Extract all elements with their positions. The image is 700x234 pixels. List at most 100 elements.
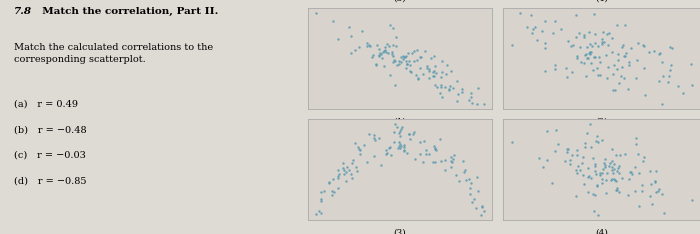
Point bbox=[585, 145, 596, 149]
Point bbox=[408, 130, 419, 134]
Point bbox=[632, 41, 643, 45]
Point bbox=[637, 159, 648, 163]
Point bbox=[608, 177, 620, 181]
Point bbox=[460, 178, 471, 182]
Point bbox=[478, 209, 489, 213]
Point bbox=[389, 59, 400, 63]
Point bbox=[594, 171, 606, 175]
Point bbox=[561, 147, 573, 151]
Point bbox=[547, 182, 558, 185]
Point bbox=[378, 65, 389, 68]
Point bbox=[594, 173, 606, 177]
Point bbox=[591, 172, 602, 176]
Point bbox=[396, 125, 407, 128]
Point bbox=[607, 148, 618, 151]
Point bbox=[463, 98, 475, 102]
Point bbox=[639, 94, 650, 97]
Point bbox=[391, 63, 402, 67]
Text: Match the calculated correlations to the
corresponding scatterplot.: Match the calculated correlations to the… bbox=[14, 43, 213, 64]
Point bbox=[592, 184, 603, 187]
Point bbox=[338, 168, 349, 172]
Point bbox=[415, 140, 426, 144]
Point bbox=[436, 70, 447, 74]
Point bbox=[672, 84, 683, 88]
Point bbox=[340, 170, 351, 174]
Point bbox=[562, 147, 573, 151]
Point bbox=[604, 161, 615, 165]
Point bbox=[381, 148, 392, 152]
Point bbox=[579, 182, 590, 186]
Point bbox=[427, 161, 438, 164]
Point bbox=[437, 95, 448, 99]
Point bbox=[361, 160, 372, 164]
Point bbox=[603, 164, 615, 168]
Point bbox=[580, 53, 591, 57]
Point bbox=[589, 209, 600, 213]
Point bbox=[596, 40, 608, 44]
Point bbox=[440, 158, 451, 161]
Point bbox=[582, 166, 594, 170]
Point bbox=[395, 60, 407, 64]
Point bbox=[548, 32, 559, 35]
Point bbox=[603, 66, 614, 69]
Point bbox=[400, 59, 412, 63]
Point bbox=[533, 156, 545, 160]
Point bbox=[612, 52, 624, 56]
Point bbox=[475, 213, 486, 217]
Point bbox=[426, 56, 437, 60]
Point bbox=[601, 53, 612, 57]
Point bbox=[606, 50, 617, 53]
Point bbox=[391, 125, 402, 129]
Point bbox=[379, 45, 391, 48]
Point bbox=[666, 63, 677, 66]
Point bbox=[380, 152, 391, 156]
Point bbox=[607, 165, 618, 169]
Point bbox=[440, 168, 451, 172]
Point bbox=[451, 79, 462, 83]
Point bbox=[577, 161, 588, 165]
Point bbox=[624, 63, 635, 67]
Point bbox=[430, 148, 441, 152]
Point bbox=[318, 189, 329, 193]
Point bbox=[389, 140, 400, 144]
Point bbox=[398, 149, 409, 153]
Point bbox=[653, 188, 664, 191]
Point bbox=[375, 163, 386, 167]
Point bbox=[453, 92, 464, 96]
Point bbox=[449, 154, 460, 157]
Point bbox=[584, 52, 596, 56]
Point bbox=[379, 48, 391, 52]
Point bbox=[570, 168, 581, 172]
Point bbox=[316, 200, 327, 203]
Point bbox=[625, 170, 636, 174]
Point bbox=[600, 157, 611, 160]
Point bbox=[389, 130, 400, 134]
Point bbox=[571, 171, 582, 175]
Point bbox=[582, 132, 593, 135]
Point bbox=[526, 31, 538, 34]
Point bbox=[515, 11, 526, 15]
Point bbox=[354, 45, 365, 49]
Text: (3): (3) bbox=[393, 0, 407, 2]
Point bbox=[388, 55, 399, 58]
Point bbox=[596, 42, 608, 46]
Point bbox=[613, 164, 624, 167]
Point bbox=[408, 50, 419, 53]
Point bbox=[658, 211, 669, 215]
Point bbox=[382, 42, 393, 46]
Point bbox=[457, 159, 468, 162]
Point bbox=[451, 173, 462, 177]
Point bbox=[650, 180, 661, 184]
Point bbox=[402, 151, 413, 155]
Point bbox=[458, 170, 470, 174]
Point bbox=[316, 197, 327, 201]
Point bbox=[619, 23, 630, 27]
Point bbox=[370, 62, 382, 66]
Point bbox=[444, 87, 455, 91]
Point bbox=[618, 44, 629, 47]
Point bbox=[572, 56, 583, 59]
Point bbox=[592, 140, 603, 144]
Point bbox=[393, 62, 405, 66]
Point bbox=[598, 161, 610, 164]
Point bbox=[393, 60, 405, 63]
